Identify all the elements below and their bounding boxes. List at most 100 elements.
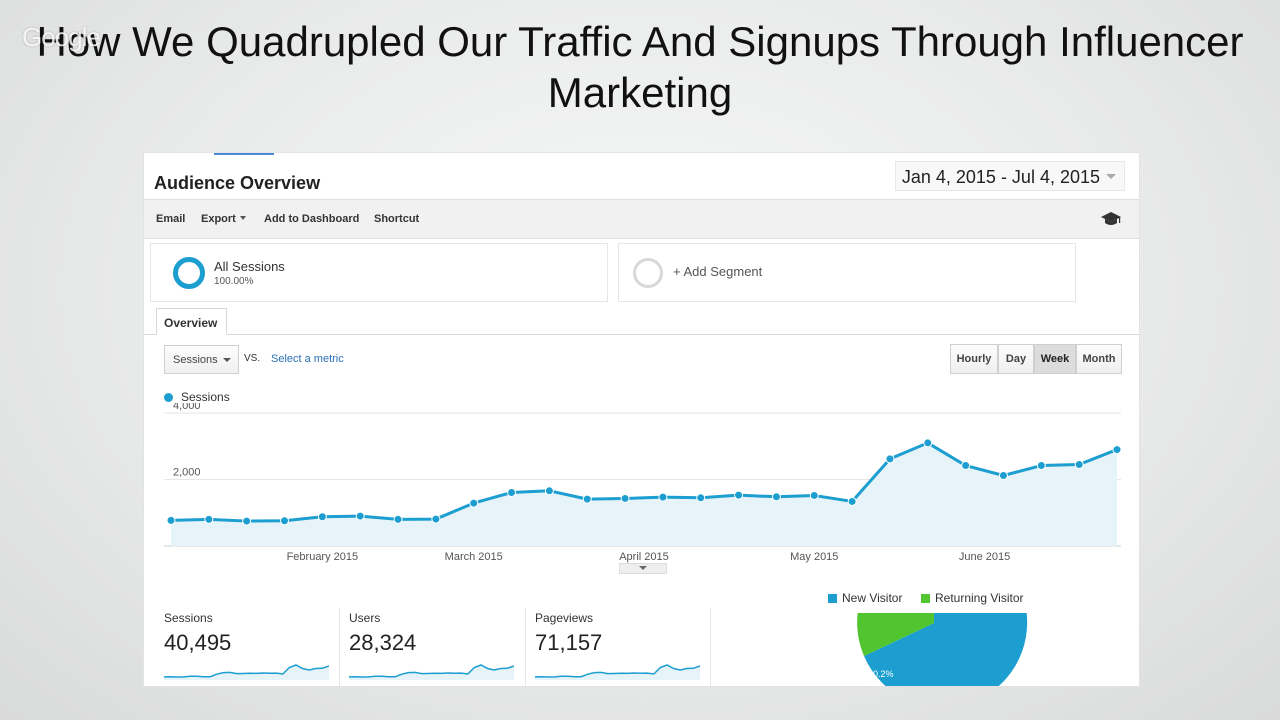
sparkline-line [164, 664, 329, 678]
x-tick-label: May 2015 [790, 551, 838, 563]
data-point [809, 490, 819, 500]
x-tick-label: June 2015 [959, 551, 1010, 563]
sparkline-line [535, 664, 700, 678]
data-point [1074, 460, 1084, 470]
stat-pageviews: Pageviews 71,157 [535, 608, 705, 686]
legend-returning-visitor: Returning Visitor [921, 591, 1024, 605]
data-point [544, 486, 554, 496]
data-point [771, 492, 781, 502]
legend-new-visitor: New Visitor [828, 591, 902, 605]
x-tick-label: April 2015 [619, 551, 669, 563]
export-button[interactable]: Export [201, 213, 246, 225]
export-label: Export [201, 213, 236, 225]
chevron-down-icon [223, 358, 231, 362]
y-tick-label: 4,000 [173, 403, 201, 412]
pie-slice-new-visitor [864, 613, 1028, 686]
sparkline-area [164, 665, 329, 680]
data-point [885, 454, 895, 464]
series-line [170, 441, 1118, 523]
series-area [171, 442, 1117, 546]
stat-label: Pageviews [535, 611, 594, 625]
legend-swatch [828, 594, 837, 603]
empty-ring-icon [633, 258, 663, 288]
data-point [734, 490, 744, 500]
stat-value: 71,157 [535, 630, 603, 655]
legend-label: New Visitor [842, 591, 903, 605]
data-point [469, 498, 479, 508]
top-accent-bar [214, 153, 274, 155]
visitor-pie-chart: 30.2% [857, 613, 1028, 686]
chevron-down-icon [1106, 174, 1116, 179]
page-title: Audience Overview [154, 173, 321, 193]
stat-sessions: Sessions 40,495 [164, 608, 334, 686]
sparkline-line [349, 664, 514, 678]
graduation-cap-icon[interactable] [1101, 211, 1121, 227]
stat-divider [339, 608, 340, 686]
select-metric-link[interactable]: Select a metric [271, 353, 344, 365]
x-tick-label: February 2015 [287, 551, 359, 563]
email-button[interactable]: Email [156, 213, 186, 225]
panel-header: Audience Overview Jan 4, 2015 - Jul 4, 2… [144, 153, 1139, 199]
add-to-dashboard-button[interactable]: Add to Dashboard [264, 213, 360, 225]
date-range-picker[interactable]: Jan 4, 2015 - Jul 4, 2015 [894, 161, 1125, 191]
data-point [1036, 461, 1046, 471]
report-toolbar: Email Export Add to Dashboard Shortcut [144, 199, 1139, 239]
x-tick-label: March 2015 [445, 551, 503, 563]
data-point [998, 471, 1008, 481]
granularity-week-button[interactable]: Week [1034, 344, 1076, 374]
data-point [431, 514, 441, 524]
series-legend-label: Sessions [181, 390, 230, 404]
data-point [696, 493, 706, 503]
chart-collapse-toggle[interactable] [619, 563, 667, 574]
metric-dropdown-value: Sessions [173, 354, 218, 366]
legend-swatch [921, 594, 930, 603]
data-point [355, 511, 365, 521]
data-point [923, 438, 933, 448]
data-point [620, 493, 630, 503]
data-point [582, 494, 592, 504]
slide-title: How We Quadrupled Our Traffic And Signup… [36, 18, 1244, 116]
data-point [961, 461, 971, 471]
segment-all-sessions[interactable]: All Sessions 100.00% [150, 243, 608, 302]
granularity-month-button[interactable]: Month [1076, 344, 1122, 374]
segment-ring-icon [173, 257, 205, 289]
stat-sparkline [535, 664, 700, 680]
stat-label: Sessions [164, 611, 213, 625]
chevron-down-icon [639, 566, 647, 570]
data-point [317, 512, 327, 522]
data-point [204, 514, 214, 524]
stat-sparkline [164, 664, 329, 680]
data-point [847, 496, 857, 506]
y-tick-label: 2,000 [173, 467, 201, 479]
granularity-hourly-button[interactable]: Hourly [950, 344, 998, 374]
data-point [166, 515, 176, 525]
metric-dropdown[interactable]: Sessions [164, 345, 239, 374]
google-watermark: Google [22, 22, 101, 52]
stat-value: 40,495 [164, 630, 232, 655]
add-segment-label: + Add Segment [673, 264, 763, 279]
chevron-down-icon [239, 216, 246, 220]
sessions-line-chart: 2,000 4,000 February 2015 March 2015 April 2… [164, 403, 1122, 563]
tab-divider [144, 334, 1139, 335]
data-point [242, 516, 252, 526]
vs-label: VS. [244, 353, 261, 364]
stat-users: Users 28,324 [349, 608, 519, 686]
tab-overview[interactable]: Overview [156, 308, 227, 335]
data-point [280, 516, 290, 526]
segment-percent: 100.00% [214, 276, 254, 287]
data-point [1112, 445, 1122, 455]
series-legend-dot [164, 393, 173, 402]
add-segment-button[interactable]: + Add Segment [618, 243, 1076, 302]
pie-slice-label: 30.2% [868, 669, 894, 679]
stat-divider [710, 608, 711, 686]
legend-label: Returning Visitor [935, 591, 1024, 605]
stat-divider [525, 608, 526, 686]
sparkline-area [349, 665, 514, 680]
stat-value: 28,324 [349, 630, 417, 655]
segment-name: All Sessions [214, 259, 285, 274]
granularity-day-button[interactable]: Day [998, 344, 1034, 374]
shortcut-button[interactable]: Shortcut [374, 213, 420, 225]
data-point [658, 492, 668, 502]
analytics-panel: Audience Overview Jan 4, 2015 - Jul 4, 2… [143, 152, 1140, 687]
stat-sparkline [349, 664, 514, 680]
